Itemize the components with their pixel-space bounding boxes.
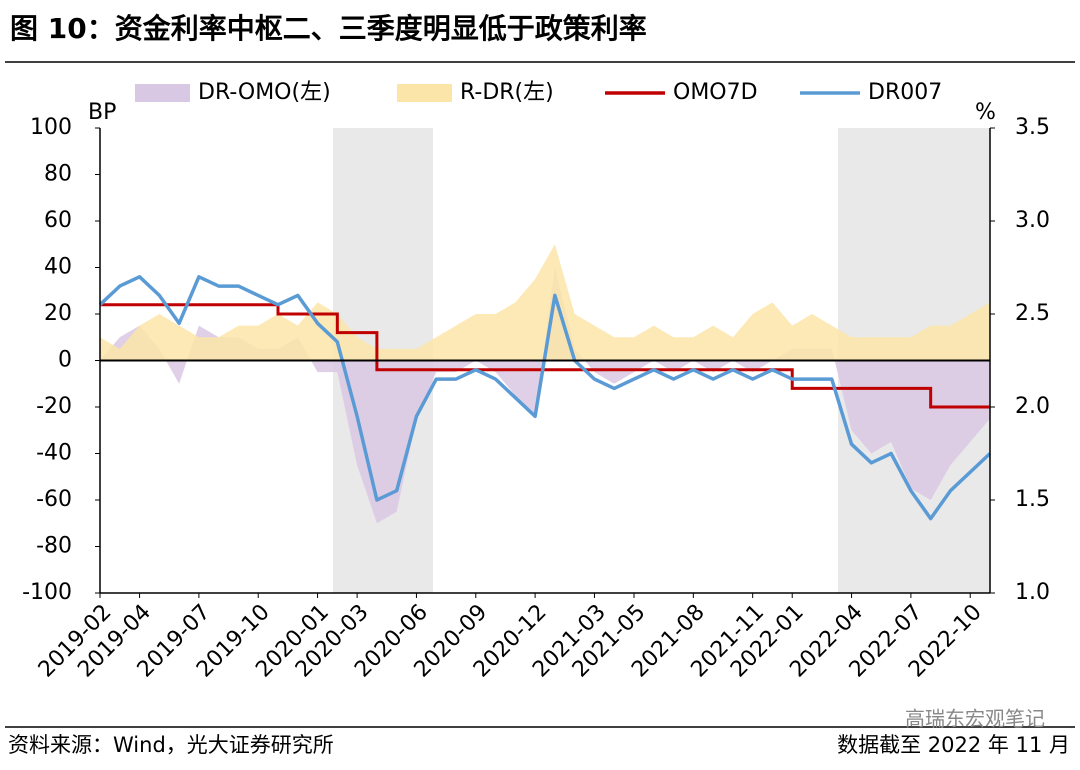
y-tick-label: 0 (58, 348, 72, 373)
source: 资料来源：Wind，光大证券研究所 (8, 733, 334, 757)
y2-tick-label: 2.5 (1015, 301, 1050, 326)
y2-tick-label: 3.5 (1015, 115, 1050, 140)
legend-swatch (135, 84, 190, 102)
y-tick-label: -20 (36, 394, 72, 419)
y-tick-label: 20 (44, 301, 72, 326)
line (98, 275, 992, 521)
step-line (100, 303, 990, 409)
y2-tick-label: 1.5 (1015, 487, 1050, 512)
y-tick-label: 40 (44, 255, 72, 280)
legend-label: R-DR(左) (460, 80, 554, 105)
legend-label: OMO7D (673, 80, 758, 105)
y-tick-label: -80 (36, 534, 72, 559)
legend-label: DR-OMO(左) (198, 80, 331, 105)
y2-tick-label: 3.0 (1015, 208, 1050, 233)
right-axis-label: % (975, 100, 996, 125)
y-tick-label: 60 (44, 208, 72, 233)
y-tick-label: 100 (30, 115, 72, 140)
chart-title: 图 10：资金利率中枢二、三季度明显低于政策利率 (10, 12, 647, 45)
watermark: 高瑞东宏观笔记 (905, 707, 1045, 731)
y2-tick-label: 2.0 (1015, 394, 1050, 419)
legend-label: DR007 (868, 80, 942, 105)
y-tick-label: 80 (44, 162, 72, 187)
legend-swatch (397, 84, 452, 102)
left-axis-label: BP (88, 100, 116, 125)
y-tick-label: -100 (22, 580, 72, 605)
y2-tick-label: 1.0 (1015, 580, 1050, 605)
area (100, 244, 990, 361)
y-tick-label: -40 (36, 441, 72, 466)
y-tick-label: -60 (36, 487, 72, 512)
note: 数据截至 2022 年 11 月 (837, 733, 1070, 757)
